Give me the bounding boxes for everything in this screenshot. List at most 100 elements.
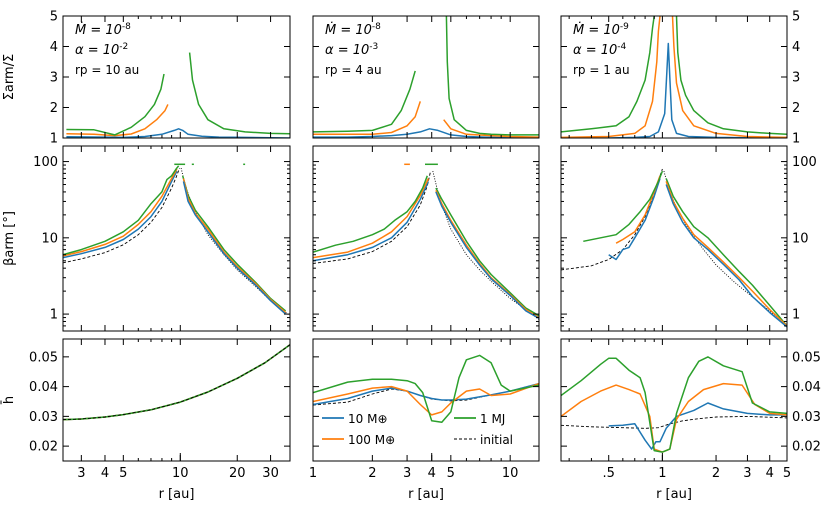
panel-h-3: 0.02 0.03 0.04 0.05 .5 1 2 3 4 5 r [au]	[560, 338, 821, 502]
y-tick-label: 0.03	[29, 410, 58, 425]
series-initial-1	[561, 415, 787, 429]
series-earth10-3	[63, 170, 178, 259]
panel-beta-1: 1 10 100	[33, 145, 291, 332]
annotation-rp: rp = 4 au	[325, 63, 382, 77]
series-jupiter-5	[583, 170, 664, 243]
x-tick-label: 30	[262, 466, 279, 481]
panel-sigma-1: 1 2 3 4 5 Ṁ = 10-8 α = 10-2 rp = 10 au	[50, 10, 291, 147]
annotation-mdot: Ṁ = 10-8	[75, 22, 131, 38]
row-label-h: h̄	[2, 396, 17, 405]
series-group	[561, 168, 787, 328]
series-earth100-7	[665, 181, 787, 327]
y-tick-label: 2	[792, 101, 800, 116]
series-earth10-8	[435, 191, 539, 319]
y-tick-label: 3	[792, 71, 800, 86]
series-earth100-2	[63, 344, 290, 421]
series-earth10-3	[313, 181, 430, 262]
series-jupiter-4	[561, 356, 787, 453]
annotation-mdot: Ṁ = 10-9	[573, 22, 629, 38]
y-tick-label: 0.04	[792, 380, 821, 395]
row-label-beta: βarm [°]	[2, 211, 17, 266]
x-tick-label: 10	[502, 466, 519, 481]
y-tick-label: 1	[50, 308, 58, 323]
series-earth10-8	[665, 184, 787, 328]
panel-beta-2	[312, 145, 540, 332]
legend-label-earth100: 100 M⊕	[348, 433, 395, 447]
x-axis-label: r [au]	[408, 487, 444, 502]
series-earth100-2	[561, 16, 661, 138]
panel-h-2: 1 2 3 4 5 10 r [au]	[309, 338, 540, 502]
series-initial-2	[663, 170, 787, 326]
series-jupiter-4	[313, 354, 539, 424]
x-tick-label: 5	[119, 466, 127, 481]
panel-frame	[62, 338, 291, 462]
column-2: Ṁ = 10-8 α = 10-3 rp = 4 au 1 2 3 4 5 10 r [au]	[309, 15, 540, 502]
panel-beta-3: 1 10 100	[560, 145, 817, 332]
series-group	[313, 354, 539, 424]
y-tick-label: 0.05	[29, 350, 58, 365]
y-tick-label: 5	[50, 10, 58, 25]
series-jupiter-3	[313, 70, 416, 133]
panel-frame	[312, 145, 540, 332]
series-earth10-1	[66, 128, 290, 138]
y-tick-label: 0.04	[29, 380, 58, 395]
legend-label-jupiter: 1 MJ	[480, 412, 505, 426]
panel-frame	[62, 145, 291, 332]
x-tick-label: 3	[77, 466, 85, 481]
x-tick-label: 10	[172, 466, 189, 481]
series-initial-2	[432, 170, 539, 320]
x-tick-label: 3	[743, 466, 751, 481]
row-label-sigma: Σarm/Σ̄	[2, 54, 17, 101]
x-tick-label: 2	[368, 466, 376, 481]
series-jupiter-4	[561, 16, 655, 133]
annotation-alpha: α = 10-4	[573, 42, 627, 58]
series-initial-2	[180, 167, 290, 317]
y-tick-label: 1	[792, 132, 800, 147]
series-jupiter-6	[181, 175, 287, 312]
y-tick-label: 4	[50, 40, 58, 55]
annotation-rp: rp = 10 au	[75, 63, 139, 77]
series-earth10-1	[63, 344, 290, 421]
panel-sigma-3: 1 2 3 4 5 Ṁ = 10-9 α = 10-4 rp = 1 au	[560, 10, 800, 147]
series-jupiter-5	[313, 175, 429, 253]
series-jupiter-3	[66, 73, 165, 136]
y-tick-label: 10	[792, 231, 809, 246]
legend-label-earth10: 10 M⊕	[348, 412, 388, 426]
legend: 10 M⊕ 100 M⊕ 1 MJ initial	[322, 412, 513, 447]
panel-frame	[560, 145, 788, 332]
series-earth10-1	[561, 42, 787, 138]
series-earth100-3	[671, 16, 787, 138]
y-tick-label: 0.02	[792, 440, 821, 455]
x-tick-label: 4	[766, 466, 774, 481]
x-tick-label: 4	[101, 466, 109, 481]
series-initial-1	[561, 168, 663, 271]
legend-label-initial: initial	[480, 433, 513, 447]
series-jupiter-5	[63, 165, 180, 256]
series-earth100-4	[443, 119, 539, 138]
series-earth10-8	[182, 181, 287, 315]
series-jupiter-4	[188, 52, 290, 135]
series-initial-1	[313, 171, 432, 264]
series-jupiter-5	[675, 16, 787, 136]
x-tick-label: 3	[403, 466, 411, 481]
series-group	[561, 16, 787, 138]
y-tick-label: 2	[50, 101, 58, 116]
x-tick-label: .5	[603, 466, 615, 481]
x-axis-label: r [au]	[159, 487, 195, 502]
y-tick-label: 5	[792, 10, 800, 25]
annotation-mdot: Ṁ = 10-8	[325, 22, 381, 38]
series-group	[561, 356, 787, 453]
series-jupiter-6	[435, 187, 539, 317]
panel-frame	[312, 338, 540, 462]
x-tick-label: 2	[712, 466, 720, 481]
series-group	[66, 52, 290, 138]
y-tick-label: 100	[792, 155, 817, 170]
x-tick-label: 1	[309, 466, 317, 481]
series-earth100-3	[313, 382, 539, 416]
series-jupiter-5	[445, 16, 539, 136]
series-earth100-2	[313, 101, 422, 136]
y-tick-label: 4	[792, 40, 800, 55]
series-earth100-3	[561, 382, 787, 453]
panel-sigma-2: Ṁ = 10-8 α = 10-3 rp = 4 au	[312, 15, 540, 139]
